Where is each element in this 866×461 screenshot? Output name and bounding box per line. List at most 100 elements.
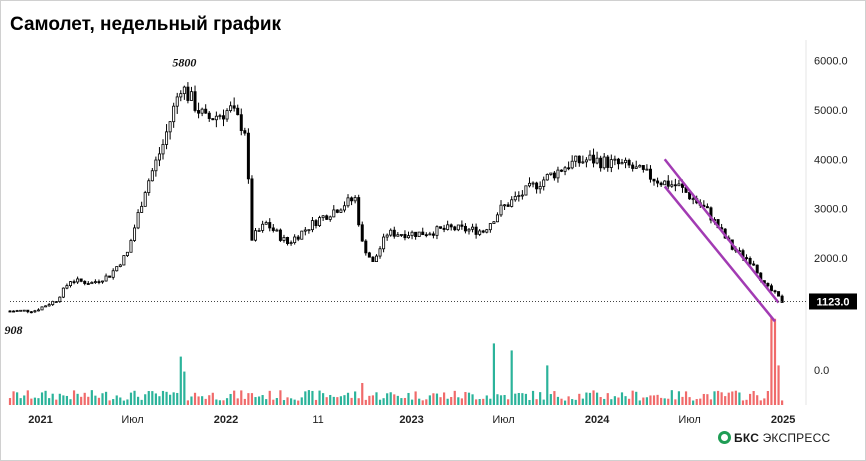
volume-bar <box>382 398 385 405</box>
volume-bar <box>667 398 670 405</box>
volume-bar <box>247 393 250 405</box>
candle-body <box>357 197 361 226</box>
volume-bar <box>563 400 567 405</box>
candle-body <box>446 224 450 230</box>
volume-bar <box>410 399 414 405</box>
y-tick-label: 6000.0 <box>814 55 848 67</box>
bks-express-logo: БКС ЭКСПРЕСС <box>718 431 830 445</box>
candle-body <box>36 309 40 312</box>
candle-body <box>179 93 183 98</box>
volume-bar <box>40 392 44 405</box>
volume-bar <box>457 397 460 405</box>
volume-bar <box>699 398 702 405</box>
candle-body <box>385 234 389 238</box>
volume-bar <box>752 391 755 405</box>
x-tick-label: 2024 <box>585 414 610 426</box>
volume-bar <box>507 399 510 405</box>
candle-body <box>709 207 713 221</box>
volume-bar <box>531 390 535 405</box>
volume-bar <box>421 400 424 405</box>
candle-body <box>239 114 243 132</box>
candle-body <box>581 161 585 164</box>
volume-bar <box>482 398 485 405</box>
volume-bar <box>652 395 656 405</box>
candle-body <box>172 105 176 123</box>
volume-bar <box>222 400 225 405</box>
candle-body <box>414 231 418 237</box>
volume-bar <box>460 398 463 405</box>
candle-body <box>677 183 681 187</box>
volume-bar <box>104 391 108 405</box>
candle-body <box>670 184 674 187</box>
volume-bar <box>179 356 182 405</box>
candle-body <box>552 172 556 179</box>
axis-layer: 2000.0 3000.0 4000.0 5000.0 6000.0 0.0 2021 Июл… <box>28 55 847 426</box>
volume-bar <box>8 398 12 405</box>
volume-bar <box>16 392 19 405</box>
candle-body <box>61 287 65 298</box>
candle-body <box>652 178 656 182</box>
volume-bar <box>375 392 378 405</box>
candle-body <box>275 229 279 232</box>
volume-bar <box>240 390 243 405</box>
volume-bar <box>660 397 663 405</box>
volume-bar <box>30 398 33 405</box>
candle-body <box>325 215 329 220</box>
volume-bar <box>773 318 777 405</box>
volume-bar <box>33 397 37 405</box>
candle-body <box>154 159 158 172</box>
candle-body <box>549 172 553 175</box>
candle-body <box>442 227 446 230</box>
x-tick-label: 2023 <box>399 414 423 426</box>
volume-bar <box>112 399 115 405</box>
candle-body <box>197 110 201 114</box>
candle-body <box>58 296 62 302</box>
candle-body <box>286 237 290 244</box>
candle-body <box>645 168 649 171</box>
candle-body <box>243 130 247 134</box>
x-tick-label: 2021 <box>28 414 52 426</box>
volume-bar <box>489 398 492 405</box>
y-tick-label: 4000.0 <box>814 154 848 166</box>
candle-body <box>111 270 115 278</box>
candle-body <box>417 231 421 237</box>
volume-bar <box>268 390 271 405</box>
candle-body <box>510 199 514 207</box>
volume-bar <box>225 398 229 405</box>
volume-bar <box>521 393 524 405</box>
volume-bar <box>297 400 300 405</box>
candle-body <box>193 91 197 111</box>
volume-bar <box>585 392 588 405</box>
candle-body <box>115 266 119 272</box>
volume-bar <box>158 396 161 405</box>
volume-bar <box>756 395 759 405</box>
candle-body <box>648 168 652 180</box>
candle-body <box>374 255 378 262</box>
volume-bar <box>770 317 773 405</box>
candle-body <box>492 221 496 224</box>
candle-body <box>599 157 603 169</box>
volume-bar <box>76 393 79 405</box>
volume-bar <box>595 392 599 405</box>
candle-body <box>513 196 517 201</box>
candle-body <box>8 310 12 313</box>
volume-bar <box>620 392 624 405</box>
volume-bar <box>759 400 762 405</box>
candle-body <box>300 230 304 240</box>
candle-body <box>293 236 297 244</box>
volume-bar <box>407 392 410 405</box>
candle-body <box>332 209 336 218</box>
candle-body <box>207 112 211 119</box>
candle-body <box>328 216 332 220</box>
candle-body <box>488 223 492 231</box>
volume-bar <box>289 398 293 405</box>
volume-bar <box>393 394 396 405</box>
volume-bar <box>307 390 310 405</box>
volume-bar <box>485 395 488 405</box>
channel-lower-line <box>663 185 776 323</box>
volume-bar <box>12 391 15 405</box>
candle-body <box>86 283 90 285</box>
volume-bar <box>553 391 556 405</box>
candle-body <box>485 229 489 233</box>
volume-bar <box>695 399 698 405</box>
